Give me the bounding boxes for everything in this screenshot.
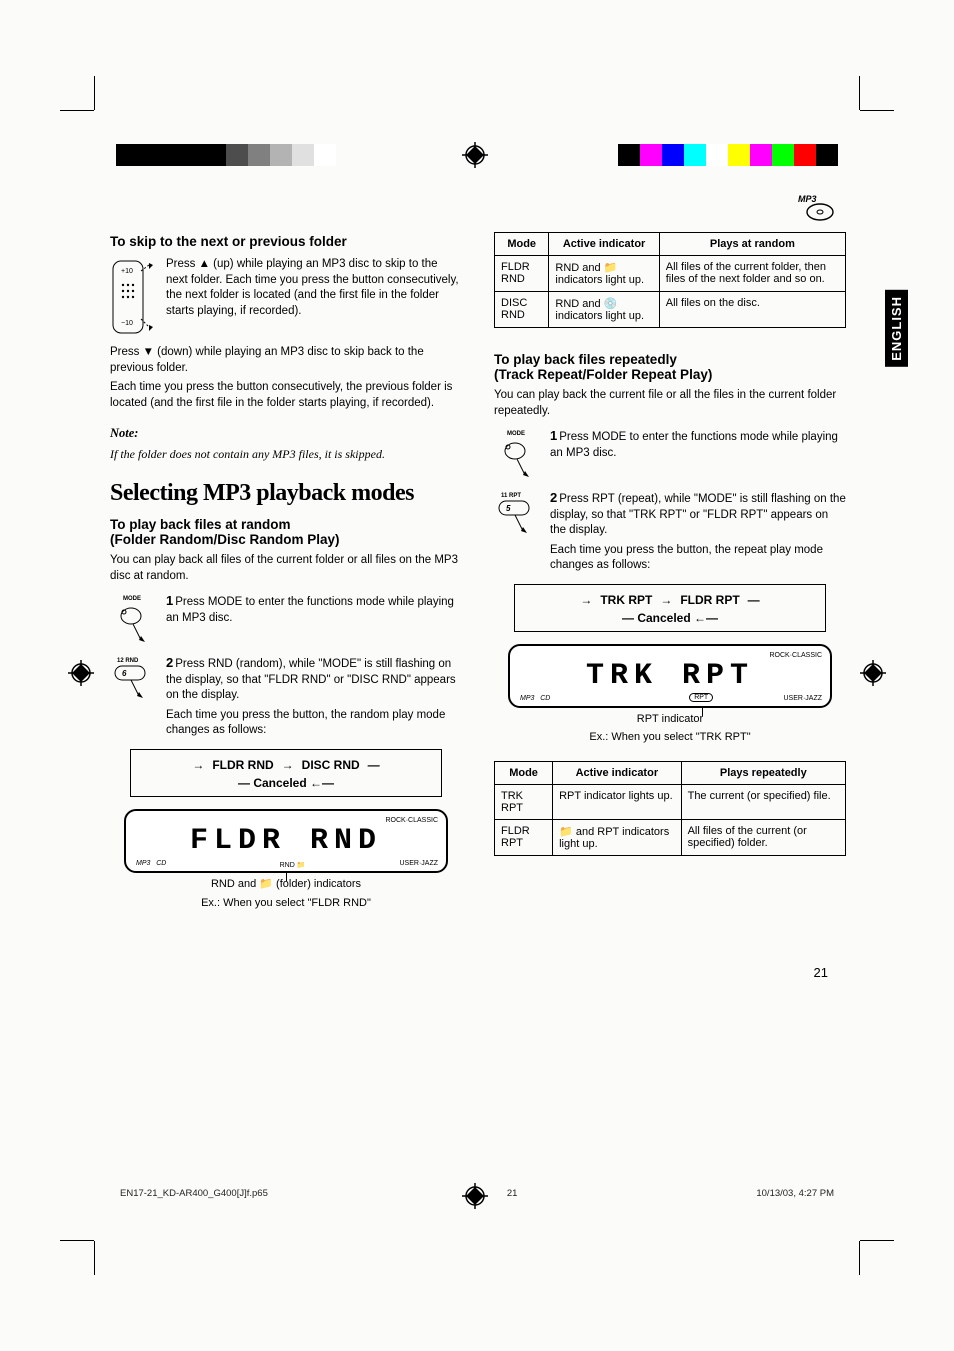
- table-cell: RPT indicator lights up.: [553, 785, 681, 820]
- table-cell: The current (or specified) file.: [681, 785, 845, 820]
- rnd-cycle-diagram: → FLDR RND → DISC RND — — Canceled ←—: [130, 749, 442, 797]
- svg-text:MODE: MODE: [123, 596, 141, 602]
- cycle-fldr-rpt: FLDR RPT: [680, 593, 739, 607]
- left-step2b-text: Each time you press the button, the rand…: [166, 708, 462, 739]
- table-header: Plays repeatedly: [681, 762, 845, 785]
- heading-random-sub: (Folder Random/Disc Random Play): [110, 532, 462, 547]
- footer-timestamp: 10/13/03, 4:27 PM: [756, 1188, 834, 1199]
- right-step1-text: Press MODE to enter the functions mode w…: [550, 431, 838, 459]
- left-step2a-text: Press RND (random), while "MODE" is stil…: [166, 658, 456, 701]
- svg-text:MODE: MODE: [507, 431, 525, 437]
- rpt-caption-indicator: RPT indicator: [494, 712, 846, 727]
- footer-page: 21: [507, 1188, 518, 1199]
- repeat-intro: You can play back the current file or al…: [494, 388, 846, 419]
- right-column: Mode Active indicator Plays at random FL…: [494, 230, 846, 914]
- rnd-caption-example: Ex.: When you select "FLDR RND": [110, 896, 462, 911]
- svg-text:12 RND: 12 RND: [117, 658, 139, 664]
- cycle-canceled: Canceled: [253, 776, 306, 790]
- print-footer: EN17-21_KD-AR400_G400[J]f.p65 21 10/13/0…: [120, 1188, 834, 1199]
- updown-button-icon: +10 −10: [110, 257, 156, 337]
- rnd-display-text: FLDR RND: [190, 824, 382, 858]
- page-content: MP3 ENGLISH To skip to the next or previ…: [110, 230, 850, 914]
- svg-text:+10: +10: [121, 268, 133, 275]
- skip-down-text2: Each time you press the button consecuti…: [110, 380, 462, 411]
- table-cell: TRK RPT: [495, 785, 553, 820]
- table-cell: RND and 📁 indicators light up.: [549, 256, 659, 292]
- heading-skip-folder: To skip to the next or previous folder: [110, 234, 462, 249]
- random-intro: You can play back all files of the curre…: [110, 553, 462, 584]
- table-cell: All files on the disc.: [659, 292, 845, 328]
- skip-down-text: Press ▼ (down) while playing an MP3 disc…: [110, 345, 462, 376]
- rpt-display-illustration: TRK RPT ROCK·CLASSIC MP3 CD USER·JAZZ RP…: [508, 644, 832, 708]
- table-header: Active indicator: [553, 762, 681, 785]
- left-step1-text: Press MODE to enter the functions mode w…: [166, 596, 454, 624]
- heading-repeat: To play back files repeatedly: [494, 352, 846, 367]
- mode-button-icon: MODE: [110, 592, 156, 646]
- cycle-disc-rnd: DISC RND: [302, 758, 360, 772]
- table-cell: FLDR RND: [495, 256, 549, 292]
- heading-random: To play back files at random: [110, 517, 462, 532]
- table-cell: 📁 and RPT indicators light up.: [553, 820, 681, 856]
- table-cell: RND and 💿 indicators light up.: [549, 292, 659, 328]
- cycle-canceled: Canceled: [637, 611, 690, 625]
- table-header: Mode: [495, 233, 549, 256]
- rnd-button-icon: 12 RND 6: [110, 654, 156, 708]
- table-header: Plays at random: [659, 233, 845, 256]
- rnd-display-illustration: FLDR RND ROCK·CLASSIC MP3 CD RND 📁 USER·…: [124, 809, 448, 873]
- rpt-button-icon: 11 RPT 5: [494, 489, 540, 543]
- cycle-trk-rpt: TRK RPT: [600, 593, 652, 607]
- note-title: Note:: [110, 425, 462, 442]
- cycle-fldr-rnd: FLDR RND: [212, 758, 273, 772]
- table-cell: All files of the current (or specified) …: [681, 820, 845, 856]
- table-cell: FLDR RPT: [495, 820, 553, 856]
- table-header: Mode: [495, 762, 553, 785]
- heading-selecting-modes: Selecting MP3 playback modes: [110, 480, 462, 507]
- printbar-right: [618, 144, 838, 166]
- table-cell: DISC RND: [495, 292, 549, 328]
- svg-text:5: 5: [506, 504, 511, 513]
- page-number: 21: [814, 965, 828, 980]
- rpt-caption-example: Ex.: When you select "TRK RPT": [494, 730, 846, 745]
- registration-top-icon: [462, 142, 488, 168]
- left-column: To skip to the next or previous folder +…: [110, 230, 462, 914]
- right-step2a-text: Press RPT (repeat), while "MODE" is stil…: [550, 493, 846, 536]
- note-body: If the folder does not contain any MP3 f…: [110, 446, 462, 462]
- svg-text:MP3: MP3: [798, 194, 817, 204]
- rpt-cycle-diagram: → TRK RPT → FLDR RPT — — Canceled ←—: [514, 584, 826, 632]
- skip-up-text: Press ▲ (up) while playing an MP3 disc t…: [166, 257, 462, 337]
- rpt-display-text: TRK RPT: [586, 659, 754, 693]
- rnd-mode-table: Mode Active indicator Plays at random FL…: [494, 232, 846, 328]
- rpt-mode-table: Mode Active indicator Plays repeatedly T…: [494, 761, 846, 856]
- language-tab: ENGLISH: [885, 290, 908, 367]
- right-step2b-text: Each time you press the button, the repe…: [550, 543, 846, 574]
- mode-button-icon: MODE: [494, 427, 540, 481]
- svg-text:−10: −10: [121, 320, 133, 327]
- footer-filename: EN17-21_KD-AR400_G400[J]f.p65: [120, 1188, 268, 1199]
- svg-text:11 RPT: 11 RPT: [501, 493, 521, 499]
- table-header: Active indicator: [549, 233, 659, 256]
- printbar-left: [116, 144, 336, 166]
- registration-left-icon: [68, 660, 94, 686]
- heading-repeat-sub: (Track Repeat/Folder Repeat Play): [494, 367, 846, 382]
- mp3-badge-icon: MP3: [792, 192, 836, 222]
- table-cell: All files of the current folder, then fi…: [659, 256, 845, 292]
- registration-right-icon: [860, 660, 886, 686]
- svg-text:6: 6: [122, 669, 127, 678]
